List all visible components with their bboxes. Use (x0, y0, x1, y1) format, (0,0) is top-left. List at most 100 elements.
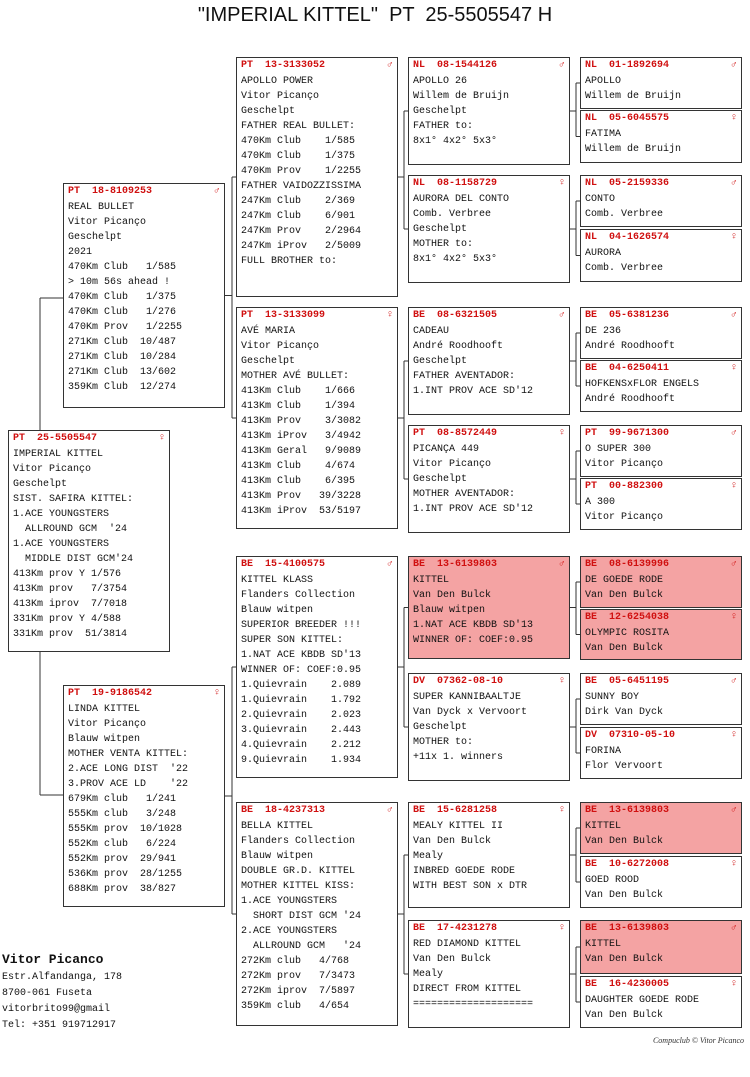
pedigree-box: NL 04-1626574 ♀ AURORA Comb. Verbree (580, 229, 742, 282)
box-header: BE 10-6272008 ♀ (585, 857, 737, 873)
box-line: HOFKENSxFLOR ENGELS (585, 379, 700, 390)
box-header: BE 15-4100575 ♂ (241, 557, 393, 573)
pedigree-box: PT 19-9186542 ♀ LINDA KITTEL Vitor Picanço B… (63, 685, 225, 907)
ring-number: PT 18-8109253 (68, 186, 153, 197)
box-line: FATHER AVENTADOR: (413, 371, 516, 382)
box-line: Flanders Collection (241, 590, 356, 601)
breeder-line: 8700-061 Fuseta (2, 988, 93, 999)
box-line: Comb. Verbree (585, 263, 664, 274)
sex-symbol: ♀ (730, 363, 737, 374)
box-header: NL 08-1158729 ♀ (413, 176, 565, 192)
box-line: 413Km Club 1/394 (241, 401, 356, 412)
box-line: 555Km club 3/248 (68, 809, 177, 820)
ring-number: NL 08-1158729 (413, 178, 498, 189)
breeder-line: Estr.Alfandanga, 178 (2, 972, 123, 983)
box-line: 1.NAT ACE KBDB SD'13 (413, 620, 534, 631)
breeder-line: Tel: +351 919712917 (2, 1020, 117, 1031)
box-line: MOTHER AVÉ BULLET: (241, 371, 350, 382)
box-line: 8x1° 4x2° 5x3° (413, 136, 498, 147)
pedigree-box: DV 07310-05-10 ♀ FORINA Flor Vervoort (580, 727, 742, 779)
box-line: KITTEL (585, 939, 622, 950)
pedigree-box: BE 15-4100575 ♂ KITTEL KLASS Flanders Colle… (236, 556, 398, 778)
sex-symbol: ♂ (558, 60, 565, 71)
sex-symbol: ♂ (386, 805, 393, 816)
ring-number: NL 04-1626574 (585, 232, 670, 243)
pedigree-box: PT 25-5505547 ♀ IMPERIAL KITTEL Vitor Pican… (8, 430, 170, 652)
pedigree-box: BE 05-6451195 ♂ SUNNY BOY Dirk Van Dyck (580, 673, 742, 725)
box-header: BE 08-6139996 ♂ (585, 557, 737, 573)
box-header: PT 25-5505547 ♀ (13, 431, 165, 447)
box-line: Willem de Bruijn (585, 144, 682, 155)
box-line: CONTO (585, 194, 616, 205)
sex-symbol: ♀ (213, 688, 220, 699)
pedigree-box: NL 05-6045575 ♀ FATIMA Willem de Bruijn (580, 110, 742, 163)
box-line: 536Km prov 28/1255 (68, 869, 183, 880)
ring-number: BE 04-6250411 (585, 363, 670, 374)
box-line: AVÉ MARIA (241, 326, 296, 337)
title: "IMPERIAL KITTEL" PT 25-5505547 H (197, 4, 553, 26)
box-header: PT 13-3133099 ♀ (241, 308, 393, 324)
box-line: 247Km iProv 2/5009 (241, 241, 362, 252)
box-line: Blauw witpen (241, 851, 314, 862)
sex-symbol: ♂ (730, 428, 737, 439)
box-line: 470Km Club 1/585 (241, 136, 356, 147)
ring-number: BE 15-6281258 (413, 805, 498, 816)
box-header: NL 05-6045575 ♀ (585, 111, 737, 127)
ring-number: BE 16-4230005 (585, 979, 670, 990)
breeder-name: Vitor Picanco (2, 952, 104, 967)
box-line: 413Km iProv 3/4942 (241, 431, 362, 442)
ring-number: BE 12-6254038 (585, 612, 670, 623)
box-line: MOTHER AVENTADOR: (413, 489, 516, 500)
box-header: BE 05-6381236 ♂ (585, 308, 737, 324)
box-line: 271Km Club 10/487 (68, 337, 177, 348)
ring-number: DV 07362-08-10 (413, 676, 504, 687)
sex-symbol: ♂ (386, 559, 393, 570)
box-line: 359Km Club 12/274 (68, 382, 177, 393)
box-line: 413Km iProv 53/5197 (241, 506, 362, 517)
ring-number: PT 25-5505547 (13, 433, 98, 444)
box-line: DAUGHTER GOEDE RODE (585, 995, 700, 1006)
box-line: SUPERIOR BREEDER !!! (241, 620, 362, 631)
box-line: Van Den Bulck (413, 954, 492, 965)
ring-number: BE 10-6272008 (585, 859, 670, 870)
box-line: BELLA KITTEL (241, 821, 314, 832)
box-line: 413Km Club 1/666 (241, 386, 356, 397)
box-line: Geschelpt (241, 356, 296, 367)
box-line: Van Den Bulck (585, 590, 664, 601)
box-header: PT 19-9186542 ♀ (68, 686, 220, 702)
box-header: BE 15-6281258 ♀ (413, 803, 565, 819)
box-line: KITTEL (585, 821, 622, 832)
pedigree-box: NL 05-2159336 ♂ CONTO Comb. Verbree (580, 175, 742, 227)
box-line: Van Den Bulck (413, 836, 492, 847)
box-line: Willem de Bruijn (413, 91, 510, 102)
box-line: 555Km prov 10/1028 (68, 824, 183, 835)
box-line: 272Km club 4/768 (241, 956, 350, 967)
box-header: PT 18-8109253 ♂ (68, 184, 220, 200)
pedigree-box: PT 13-3133099 ♀ AVÉ MARIA Vitor Picanço Gesc… (236, 307, 398, 529)
box-header: BE 13-6139803 ♂ (585, 921, 737, 937)
box-line: Geschelpt (413, 106, 468, 117)
box-line: 688Km prov 38/827 (68, 884, 177, 895)
box-header: DV 07310-05-10 ♀ (585, 728, 737, 744)
box-line: LINDA KITTEL (68, 704, 141, 715)
ring-number: BE 13-6139803 (585, 805, 670, 816)
box-line: Van Den Bulck (585, 1010, 664, 1021)
ring-number: PT 99-9671300 (585, 428, 670, 439)
pedigree-box: BE 05-6381236 ♂ DE 236 André Roodhooft (580, 307, 742, 359)
box-header: BE 17-4231278 ♀ (413, 921, 565, 937)
box-line: FORINA (585, 746, 622, 757)
pedigree-box: BE 16-4230005 ♀ DAUGHTER GOEDE RODE Van Den… (580, 976, 742, 1028)
box-line: 1.INT PROV ACE SD'12 (413, 386, 534, 397)
box-line: 271Km Club 13/602 (68, 367, 177, 378)
sex-symbol: ♂ (213, 186, 220, 197)
box-line: ALLROUND GCM '24 (13, 524, 128, 535)
pedigree-box: BE 10-6272008 ♀ GOED ROOD Van Den Bulck (580, 856, 742, 908)
box-header: BE 13-6139803 ♂ (585, 803, 737, 819)
box-line: > 10m 56s ahead ! (68, 277, 171, 288)
sex-symbol: ♀ (730, 730, 737, 741)
box-line: 247Km Prov 2/2964 (241, 226, 362, 237)
box-line: Blauw witpen (241, 605, 314, 616)
box-line: O SUPER 300 (585, 444, 652, 455)
box-line: 359Km club 4/654 (241, 1001, 350, 1012)
